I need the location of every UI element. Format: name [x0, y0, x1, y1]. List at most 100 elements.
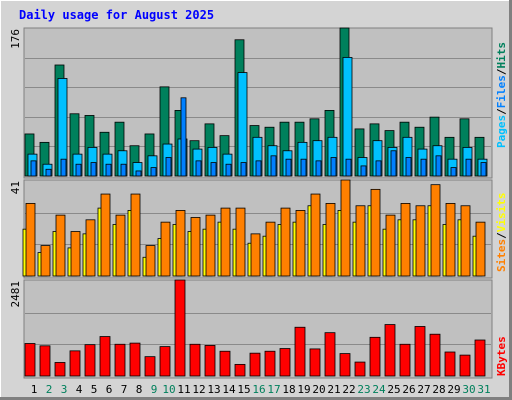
x-tick-label-day-16: 16: [252, 383, 265, 396]
hits-bar-pages-day-28: [435, 155, 442, 177]
x-tick-label-day-5: 5: [91, 383, 98, 396]
visits-bar-sites-day-21: [325, 203, 336, 277]
kbytes-bar-kbytes-day-18: [279, 348, 291, 377]
x-tick-label-day-20: 20: [312, 383, 325, 396]
kbytes-bar-kbytes-day-14: [219, 350, 231, 377]
legend-part-2: Visits: [495, 193, 508, 233]
kbytes-bar-kbytes-day-28: [429, 333, 441, 377]
kbytes-bar-kbytes-day-24: [369, 336, 381, 377]
hits-bar-pages-day-12: [195, 160, 202, 177]
visits-ymax-label: 41: [9, 181, 22, 194]
x-tick-label-day-15: 15: [237, 383, 250, 396]
hits-bar-pages-day-13: [210, 162, 217, 177]
legend-part-0: KBytes: [495, 336, 508, 376]
visits-bar-sites-day-8: [130, 193, 141, 277]
x-tick-label-day-26: 26: [402, 383, 415, 396]
visits-bar-sites-day-20: [310, 193, 321, 277]
visits-bar-sites-day-12: [190, 217, 201, 277]
kbytes-bar-kbytes-day-3: [54, 362, 66, 377]
x-tick-label-day-30: 30: [462, 383, 475, 396]
visits-bar-sites-day-27: [415, 205, 426, 277]
hits-bar-files-day-15: [237, 72, 248, 177]
kbytes-bar-kbytes-day-2: [39, 345, 51, 377]
kbytes-panel-legend: KBytes: [495, 336, 508, 376]
visits-bar-sites-day-2: [40, 245, 51, 277]
hits-bar-pages-day-11: [180, 97, 187, 177]
hits-bar-pages-day-23: [360, 165, 367, 177]
hits-bar-pages-day-16: [255, 160, 262, 177]
visits-bar-sites-day-24: [370, 188, 381, 277]
x-tick-label-day-31: 31: [477, 383, 490, 396]
legend-part-0: Sites: [495, 239, 508, 272]
kbytes-bar-kbytes-day-4: [69, 350, 81, 377]
hits-bar-pages-day-14: [225, 163, 232, 177]
hits-bar-pages-day-4: [75, 163, 82, 177]
visits-bar-sites-day-29: [445, 203, 456, 277]
visits-bar-sites-day-31: [475, 221, 486, 277]
x-tick-label-day-13: 13: [207, 383, 220, 396]
visits-bar-sites-day-10: [160, 221, 171, 277]
visits-bar-sites-day-22: [340, 179, 351, 277]
visits-bar-sites-day-25: [385, 214, 396, 277]
x-tick-label-day-17: 17: [267, 383, 280, 396]
kbytes-bar-kbytes-day-29: [444, 351, 456, 377]
x-tick-label-day-12: 12: [192, 383, 205, 396]
kbytes-bar-kbytes-day-22: [339, 353, 351, 377]
visits-bar-sites-day-1: [25, 203, 36, 277]
hits-bar-pages-day-1: [30, 160, 37, 177]
kbytes-bar-kbytes-day-12: [189, 343, 201, 377]
hits-bar-pages-day-19: [300, 158, 307, 177]
kbytes-bar-kbytes-day-21: [324, 332, 336, 377]
hits-bar-pages-day-31: [480, 162, 487, 177]
kbytes-ymax-label: 2481: [9, 281, 22, 308]
visits-bar-sites-day-4: [70, 231, 81, 277]
visits-bar-sites-day-30: [460, 205, 471, 277]
visits-bar-sites-day-18: [280, 207, 291, 277]
kbytes-bar-kbytes-day-20: [309, 348, 321, 377]
x-tick-label-day-6: 6: [106, 383, 113, 396]
legend-part-1: /: [495, 108, 508, 115]
kbytes-bar-kbytes-day-31: [474, 339, 486, 377]
x-tick-label-day-25: 25: [387, 383, 400, 396]
visits-bar-sites-day-15: [235, 207, 246, 277]
legend-part-4: Hits: [495, 42, 508, 69]
visits-bar-sites-day-23: [355, 205, 366, 277]
x-tick-label-day-19: 19: [297, 383, 310, 396]
x-axis-labels: 1 2 3 4 5 6 7 8 9 10 11 12 13 14 15 16 17 18 19 20 21 22 23 24 2…: [31, 383, 491, 396]
hits-bar-pages-day-15: [240, 162, 247, 177]
legend-part-2: Files: [495, 75, 508, 108]
x-tick-label-day-8: 8: [136, 383, 143, 396]
legend-part-1: /: [495, 232, 508, 239]
kbytes-bar-kbytes-day-9: [144, 356, 156, 377]
x-tick-label-day-7: 7: [121, 383, 128, 396]
x-tick-label-day-22: 22: [342, 383, 355, 396]
hits-bar-pages-day-5: [90, 162, 97, 177]
hits-bar-pages-day-3: [60, 158, 67, 177]
legend-part-0: Pages: [495, 115, 508, 148]
x-tick-label-day-23: 23: [357, 383, 370, 396]
kbytes-bar-kbytes-day-25: [384, 324, 396, 377]
hits-bar-pages-day-7: [120, 163, 127, 177]
x-tick-label-day-10: 10: [162, 383, 175, 396]
hits-bar-pages-day-21: [330, 157, 337, 177]
x-tick-label-day-14: 14: [222, 383, 236, 396]
hits-bar-pages-day-17: [270, 155, 277, 177]
x-tick-label-day-11: 11: [177, 383, 190, 396]
kbytes-bar-kbytes-day-27: [414, 326, 426, 377]
hits-bar-pages-day-18: [285, 158, 292, 177]
kbytes-bar-kbytes-day-16: [249, 352, 261, 377]
visits-bar-sites-day-5: [85, 219, 96, 277]
hits-ymax-label: 176: [9, 29, 22, 49]
chart-title: Daily usage for August 2025: [19, 8, 214, 22]
x-tick-label-day-2: 2: [46, 383, 53, 396]
bars-layer: [22, 27, 488, 377]
visits-bar-sites-day-17: [265, 221, 276, 277]
x-tick-label-day-9: 9: [151, 383, 158, 396]
visits-bar-sites-day-14: [220, 207, 231, 277]
kbytes-bar-kbytes-day-15: [234, 363, 246, 377]
hits-bar-pages-day-29: [450, 167, 457, 177]
visits-panel-legend: Sites/Visits: [495, 193, 508, 273]
visits-bar-sites-day-28: [430, 184, 441, 277]
